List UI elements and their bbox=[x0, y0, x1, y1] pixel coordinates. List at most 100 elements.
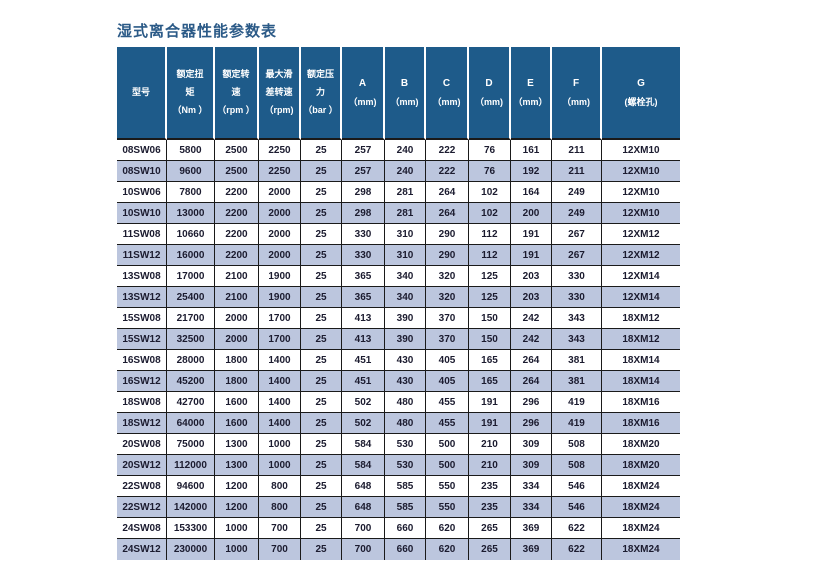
cell-dim_f: 508 bbox=[552, 434, 602, 455]
cell-dim_c: 550 bbox=[426, 476, 469, 497]
cell-dim_f: 419 bbox=[552, 392, 602, 413]
cell-dim_b: 585 bbox=[385, 476, 426, 497]
header-line: 最大滑 bbox=[265, 69, 293, 79]
header-line: 额定转 bbox=[222, 69, 250, 79]
cell-dim_c: 455 bbox=[426, 413, 469, 434]
header-lines: E （mm） bbox=[511, 47, 550, 138]
cell-dim_g: 18XM24 bbox=[602, 497, 680, 518]
cell-rated_torque: 142000 bbox=[167, 497, 215, 518]
cell-rated_speed: 2200 bbox=[215, 182, 259, 203]
cell-dim_b: 530 bbox=[385, 455, 426, 476]
header-lines: G (螺栓孔) bbox=[602, 47, 680, 138]
header-line: 额定压 bbox=[306, 69, 334, 79]
header-cell-dim_g: G (螺栓孔) bbox=[602, 47, 680, 140]
header-cell-model: 型号 bbox=[117, 47, 167, 140]
cell-rated_speed: 2200 bbox=[215, 245, 259, 266]
header-line: (螺栓孔) bbox=[624, 96, 658, 107]
cell-dim_e: 264 bbox=[511, 350, 552, 371]
header-line: （mm) bbox=[390, 96, 419, 107]
cell-dim_e: 296 bbox=[511, 392, 552, 413]
cell-model: 08SW10 bbox=[117, 161, 167, 182]
header-lines: 最大滑 差转速 （rpm) bbox=[259, 47, 299, 138]
cell-dim_e: 369 bbox=[511, 539, 552, 560]
cell-dim_g: 12XM10 bbox=[602, 161, 680, 182]
cell-max_slip_speed: 1000 bbox=[259, 455, 301, 476]
cell-dim_f: 249 bbox=[552, 203, 602, 224]
header-line: （mm) bbox=[561, 96, 590, 107]
cell-dim_c: 264 bbox=[426, 182, 469, 203]
cell-dim_e: 164 bbox=[511, 182, 552, 203]
cell-dim_g: 12XM10 bbox=[602, 182, 680, 203]
table-row-20SW12: 20SW12 112000 1300 1000 25 584 530 500 210 309 508… bbox=[117, 455, 680, 476]
cell-rated_speed: 2100 bbox=[215, 266, 259, 287]
cell-rated_pressure: 25 bbox=[301, 350, 342, 371]
cell-dim_g: 12XM10 bbox=[602, 203, 680, 224]
cell-max_slip_speed: 2000 bbox=[259, 245, 301, 266]
cell-model: 22SW12 bbox=[117, 497, 167, 518]
cell-dim_c: 620 bbox=[426, 539, 469, 560]
cell-max_slip_speed: 800 bbox=[259, 476, 301, 497]
cell-max_slip_speed: 1000 bbox=[259, 434, 301, 455]
cell-dim_d: 125 bbox=[469, 266, 511, 287]
header-cell-rated_torque: 额定扭矩 （Nm ） bbox=[167, 47, 215, 140]
cell-dim_d: 265 bbox=[469, 539, 511, 560]
cell-dim_b: 585 bbox=[385, 497, 426, 518]
cell-rated_speed: 2200 bbox=[215, 224, 259, 245]
cell-dim_a: 451 bbox=[342, 350, 385, 371]
cell-dim_a: 257 bbox=[342, 140, 385, 161]
cell-dim_a: 413 bbox=[342, 308, 385, 329]
header-cell-rated_pressure: 额定压力 （bar ） bbox=[301, 47, 342, 140]
cell-model: 11SW08 bbox=[117, 224, 167, 245]
cell-rated_speed: 1800 bbox=[215, 350, 259, 371]
cell-rated_pressure: 25 bbox=[301, 245, 342, 266]
cell-max_slip_speed: 2000 bbox=[259, 182, 301, 203]
cell-dim_d: 102 bbox=[469, 203, 511, 224]
cell-rated_pressure: 25 bbox=[301, 413, 342, 434]
table-row-15SW08: 15SW08 21700 2000 1700 25 413 390 370 150 242 343 1… bbox=[117, 308, 680, 329]
cell-dim_c: 620 bbox=[426, 518, 469, 539]
cell-dim_d: 265 bbox=[469, 518, 511, 539]
cell-dim_b: 281 bbox=[385, 203, 426, 224]
cell-dim_d: 210 bbox=[469, 455, 511, 476]
cell-rated_torque: 13000 bbox=[167, 203, 215, 224]
cell-rated_torque: 94600 bbox=[167, 476, 215, 497]
header-line: （rpm ） bbox=[217, 105, 255, 115]
cell-dim_d: 150 bbox=[469, 329, 511, 350]
cell-dim_f: 546 bbox=[552, 476, 602, 497]
table-row-18SW12: 18SW12 64000 1600 1400 25 502 480 455 191 296 419 1… bbox=[117, 413, 680, 434]
cell-dim_f: 267 bbox=[552, 245, 602, 266]
cell-rated_speed: 2500 bbox=[215, 161, 259, 182]
cell-rated_speed: 2000 bbox=[215, 308, 259, 329]
cell-model: 08SW06 bbox=[117, 140, 167, 161]
table-row-08SW06: 08SW06 5800 2500 2250 25 257 240 222 76 161 211 12X… bbox=[117, 140, 680, 161]
header-line: E bbox=[527, 77, 534, 89]
table-row-24SW12: 24SW12 230000 1000 700 25 700 660 620 265 369 622 1… bbox=[117, 539, 680, 560]
cell-dim_d: 165 bbox=[469, 350, 511, 371]
cell-dim_c: 455 bbox=[426, 392, 469, 413]
table-row-08SW10: 08SW10 9600 2500 2250 25 257 240 222 76 192 211 12X… bbox=[117, 161, 680, 182]
cell-dim_a: 648 bbox=[342, 497, 385, 518]
cell-dim_d: 112 bbox=[469, 224, 511, 245]
header-line: （rpm) bbox=[264, 105, 294, 115]
cell-rated_pressure: 25 bbox=[301, 140, 342, 161]
cell-dim_g: 12XM14 bbox=[602, 266, 680, 287]
cell-rated_pressure: 25 bbox=[301, 539, 342, 560]
cell-dim_f: 343 bbox=[552, 329, 602, 350]
table-row-13SW08: 13SW08 17000 2100 1900 25 365 340 320 125 203 330 1… bbox=[117, 266, 680, 287]
cell-dim_b: 240 bbox=[385, 140, 426, 161]
cell-max_slip_speed: 1900 bbox=[259, 266, 301, 287]
cell-model: 11SW12 bbox=[117, 245, 167, 266]
table-row-13SW12: 13SW12 25400 2100 1900 25 365 340 320 125 203 330 1… bbox=[117, 287, 680, 308]
cell-dim_a: 330 bbox=[342, 245, 385, 266]
cell-dim_e: 309 bbox=[511, 455, 552, 476]
cell-model: 15SW12 bbox=[117, 329, 167, 350]
cell-rated_pressure: 25 bbox=[301, 182, 342, 203]
header-line: （mm) bbox=[474, 96, 503, 107]
cell-dim_e: 161 bbox=[511, 140, 552, 161]
cell-max_slip_speed: 1400 bbox=[259, 392, 301, 413]
cell-dim_d: 112 bbox=[469, 245, 511, 266]
table-header: 型号 额定扭矩 （Nm ） 额定转速 （rpm ） 最大滑 差转速 （rpm) 额定压力 （bar… bbox=[117, 47, 680, 140]
cell-rated_torque: 9600 bbox=[167, 161, 215, 182]
cell-dim_d: 76 bbox=[469, 140, 511, 161]
cell-dim_f: 381 bbox=[552, 371, 602, 392]
